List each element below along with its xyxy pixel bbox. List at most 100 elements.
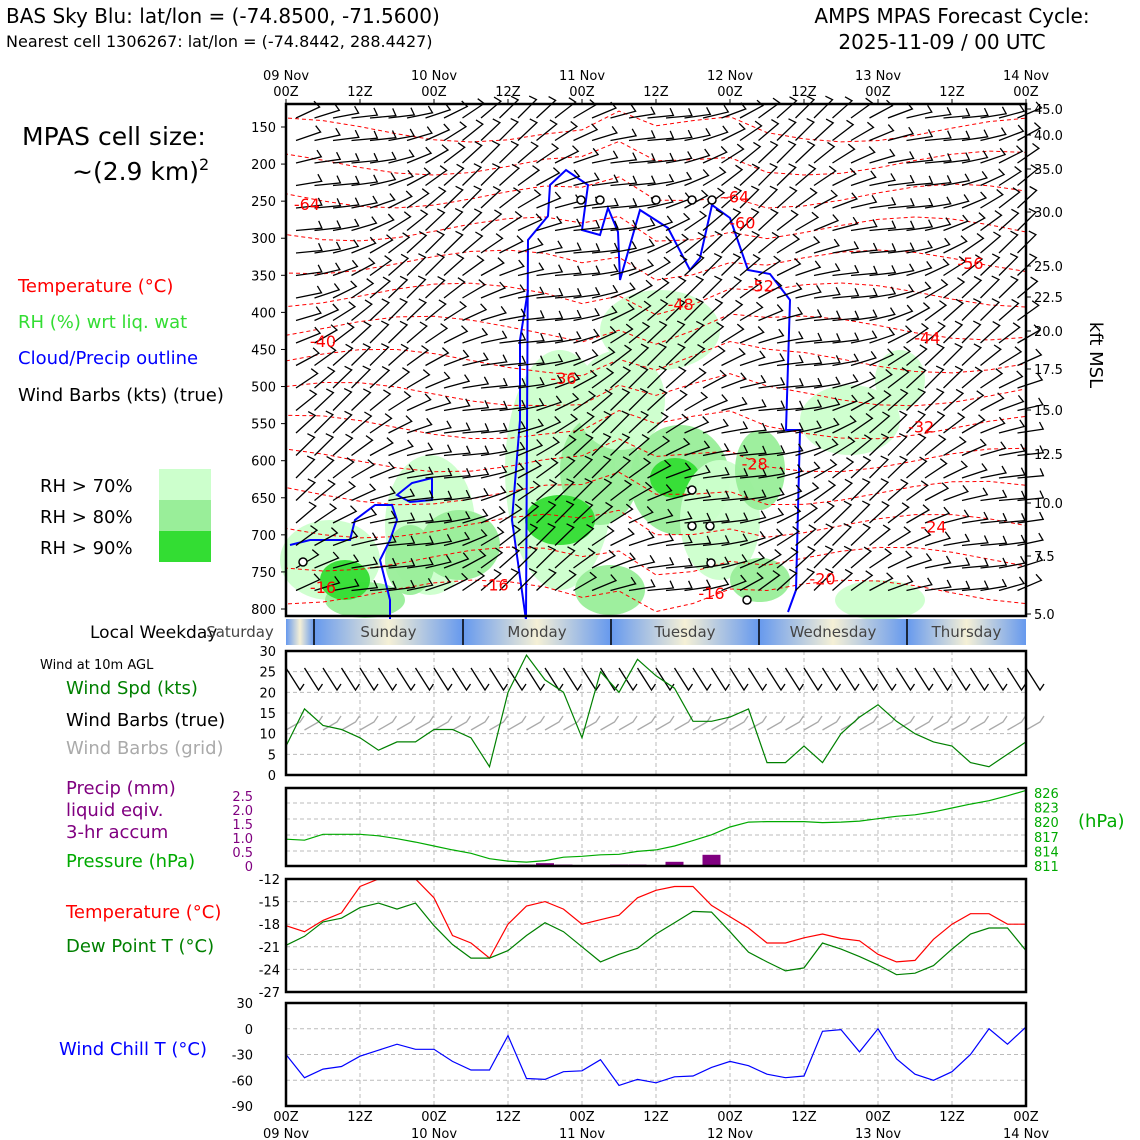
wind-grid-barb-40 bbox=[1025, 715, 1045, 731]
precip-ytick-4: 2.0 bbox=[232, 804, 253, 819]
wind-barb-585 bbox=[776, 400, 804, 412]
kft-tick-12: 5.0 bbox=[1034, 608, 1055, 623]
dewpoint-line bbox=[285, 902, 1027, 976]
wind-barb-831 bbox=[980, 489, 1008, 502]
wind-barb-298 bbox=[536, 374, 563, 389]
wind-barb-670 bbox=[850, 330, 878, 344]
wind-barb-164 bbox=[425, 323, 449, 344]
wind-grid-barb-19 bbox=[637, 715, 657, 731]
wind-barb-311 bbox=[554, 169, 581, 187]
wind-barb-33 bbox=[314, 345, 337, 367]
wind-barb-597 bbox=[795, 164, 817, 186]
wind-barb-764 bbox=[924, 458, 948, 479]
wind-barb-284 bbox=[517, 545, 538, 569]
wind-barb-469 bbox=[684, 253, 705, 276]
wind-barb-171 bbox=[425, 490, 453, 502]
wind-barb-70 bbox=[351, 195, 379, 209]
wind-barb-507 bbox=[721, 122, 746, 142]
wind-barb-31 bbox=[314, 303, 340, 322]
wind-barb-4 bbox=[295, 197, 323, 209]
wind-barb-841 bbox=[998, 208, 1020, 231]
wind-barb-264 bbox=[517, 95, 538, 119]
wind-panel: 0 5 10 15 20 25 30 bbox=[259, 645, 1045, 784]
wind-barb-123 bbox=[388, 390, 412, 412]
wind-barb-769 bbox=[924, 579, 952, 592]
wind-barb-39 bbox=[314, 479, 336, 502]
wind-barb-68 bbox=[351, 152, 379, 164]
wind-barb-387 bbox=[610, 388, 631, 411]
wind-barb-200 bbox=[462, 141, 483, 164]
wind-barb-435 bbox=[647, 484, 673, 502]
wind-barb-483 bbox=[684, 579, 712, 592]
wind-barb-650 bbox=[832, 374, 859, 389]
wind-barb-233 bbox=[480, 400, 508, 412]
wind-barb-568 bbox=[758, 507, 785, 524]
windchill-ytick-1: 0 bbox=[245, 1023, 253, 1038]
wind-barb-530 bbox=[739, 141, 762, 164]
wind-barb-448 bbox=[665, 276, 687, 299]
pressure-tick-12: 750 bbox=[251, 566, 276, 581]
wind-barb-420 bbox=[647, 152, 675, 164]
temp-contour-label-11: -24 bbox=[920, 517, 946, 536]
bottom-date-1: 10 Nov bbox=[411, 1127, 457, 1140]
wind-barb-828 bbox=[980, 416, 1006, 434]
wind-barb-241 bbox=[480, 569, 502, 591]
wind-barb-639 bbox=[832, 119, 855, 142]
wind-barb-592 bbox=[776, 547, 799, 569]
temp-contour-label-8: -36 bbox=[550, 369, 576, 388]
wind-barb-439 bbox=[647, 580, 675, 592]
wind-grid-barb-21 bbox=[674, 715, 694, 731]
wind-barb-71 bbox=[351, 216, 378, 232]
wind-barb-160 bbox=[425, 230, 445, 254]
wind-barb-309 bbox=[554, 120, 579, 142]
wind-barb-805 bbox=[961, 390, 985, 412]
wind-true-barb-26 bbox=[766, 667, 786, 692]
wind-barb-854 bbox=[998, 513, 1026, 524]
wind-barb-478 bbox=[684, 464, 711, 479]
wind-barb-54 bbox=[332, 322, 355, 344]
wind-barb-795 bbox=[961, 171, 988, 187]
wind-barb-621 bbox=[813, 214, 840, 232]
wind-barb-111 bbox=[388, 128, 416, 142]
wind-barb-327 bbox=[554, 523, 575, 546]
wind-barb-373 bbox=[591, 574, 618, 592]
wind-barb-169 bbox=[425, 444, 453, 457]
wind-barb-50 bbox=[332, 239, 360, 254]
wind-ytick-0: 0 bbox=[268, 769, 276, 784]
wind-barb-757 bbox=[924, 300, 948, 322]
wind-barb-673 bbox=[850, 392, 875, 412]
wind-ytick-2: 10 bbox=[259, 728, 276, 743]
wind-grid-barb-5 bbox=[378, 715, 398, 731]
temp-contour-label-14: -16 bbox=[483, 575, 509, 594]
pressure-tick-8: 550 bbox=[251, 418, 276, 433]
calm-wind-circle-1 bbox=[595, 195, 605, 205]
wind-true-barb-38 bbox=[988, 667, 1008, 692]
temperature-contour-11 bbox=[285, 471, 1027, 506]
rh-shade-8 bbox=[525, 495, 595, 545]
wind-barb-700 bbox=[869, 501, 890, 524]
wind-barb-843 bbox=[998, 253, 1019, 276]
wind-barb-481 bbox=[684, 535, 712, 547]
weekday-label: Local Weekday bbox=[90, 623, 217, 643]
calm-wind-circle-0 bbox=[576, 195, 586, 205]
wind-barb-485 bbox=[702, 125, 729, 142]
wind-barb-267 bbox=[517, 165, 541, 187]
wind-barb-628 bbox=[813, 376, 841, 389]
wind-barb-535 bbox=[739, 254, 761, 276]
wind-barb-713 bbox=[887, 304, 914, 322]
pressure-tick-9: 600 bbox=[251, 455, 276, 470]
wind-barb-272 bbox=[517, 286, 545, 299]
wind-barb-695 bbox=[869, 390, 892, 412]
wind-barb-508 bbox=[721, 143, 745, 164]
wind-barb-192 bbox=[443, 468, 471, 479]
wind-barb-351 bbox=[573, 571, 598, 592]
wind-barb-69 bbox=[351, 174, 379, 187]
wind-barb-382 bbox=[610, 282, 636, 299]
kft-tick-6: 20.0 bbox=[1034, 325, 1063, 340]
kft-tick-11: 7.5 bbox=[1034, 550, 1055, 565]
wind-barb-541 bbox=[739, 399, 767, 412]
wind-barb-454 bbox=[665, 413, 690, 434]
wind-barb-701 bbox=[869, 524, 891, 547]
